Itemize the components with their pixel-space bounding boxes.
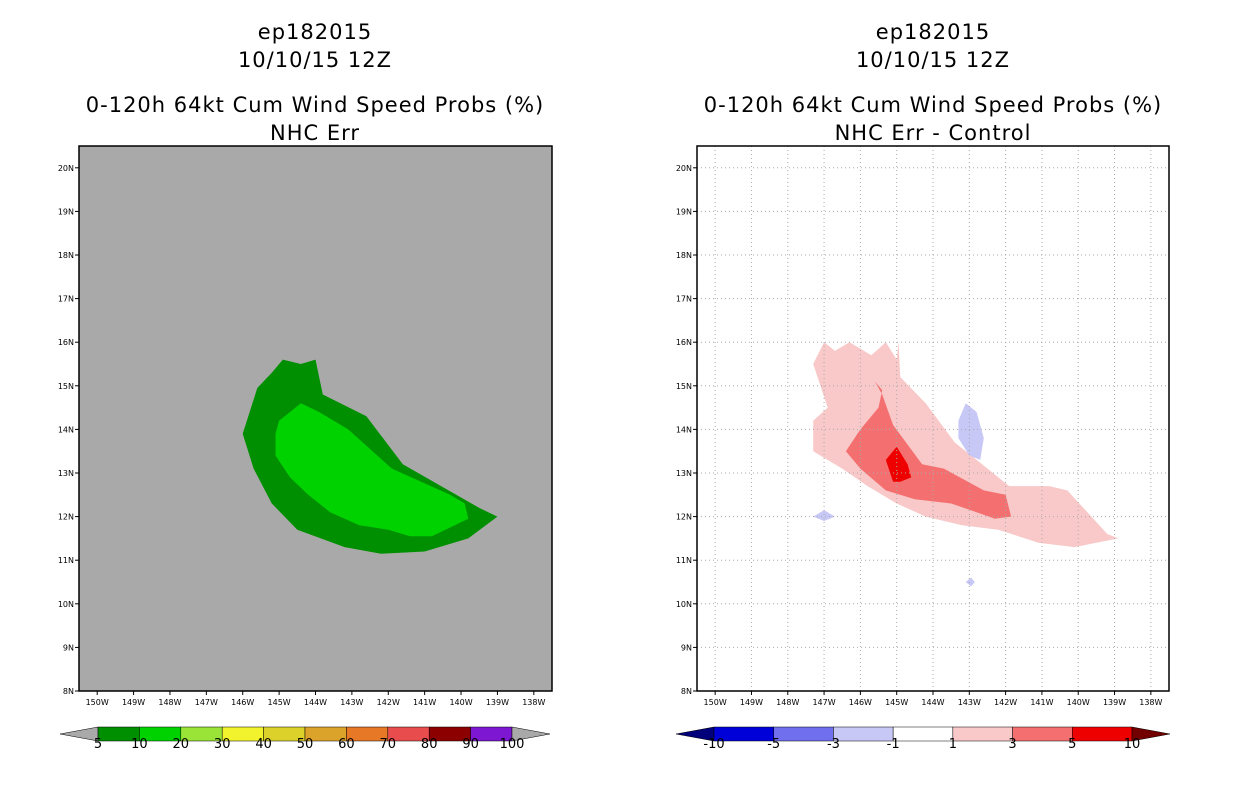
contour-region-10-20 <box>275 403 469 537</box>
x-tick-label: 141W <box>413 698 436 707</box>
colorbar-label: 5 <box>1068 737 1076 752</box>
y-tick-label: 8N <box>63 687 74 696</box>
x-tick-label: 138W <box>1139 698 1162 707</box>
x-tick-label: 139W <box>1103 698 1126 707</box>
map-panel-2: 150W 149W 148W 147W 146W 145W 144W 143W 142W 141W… <box>675 145 1171 752</box>
y-tick-label: 13N <box>58 469 74 478</box>
x-tick-label: 144W <box>921 698 944 707</box>
x-tick-label: 142W <box>377 698 400 707</box>
y-tick-label: 12N <box>676 513 692 522</box>
x-tick-label: 150W <box>86 698 109 707</box>
left-datetime: 10/10/15 12Z <box>237 48 393 72</box>
y-tick-label: 14N <box>676 425 692 434</box>
colorbar-label: 10 <box>131 737 148 752</box>
colorbar-label: 30 <box>214 737 231 752</box>
x-tick-label: 139W <box>486 698 509 707</box>
x-tick-label: 148W <box>776 698 799 707</box>
left-storm-id: ep182015 <box>257 20 373 44</box>
right-title: 0-120h 64kt Cum Wind Speed Probs (%) <box>703 93 1163 117</box>
colorbar-label: 20 <box>173 737 190 752</box>
colorbar-swatch <box>773 726 834 742</box>
colorbar-label: -10 <box>703 737 724 752</box>
y-tick-label: 17N <box>676 295 692 304</box>
colorbar-swatch <box>892 726 954 742</box>
x-tick-label: 148W <box>158 698 181 707</box>
colorbar-over-arrow <box>511 726 551 742</box>
x-tick-label: 145W <box>268 698 291 707</box>
colorbar-label: 5 <box>94 737 102 752</box>
y-tick-label: 18N <box>58 251 74 260</box>
y-tick-label: 16N <box>676 338 692 347</box>
y-tick-label: 13N <box>676 469 692 478</box>
y-tick-label: 11N <box>58 556 74 565</box>
contour-region--3--1 <box>958 403 984 460</box>
colorbar-label: 1 <box>949 737 957 752</box>
right-storm-id: ep182015 <box>875 20 991 44</box>
colorbar-label: 60 <box>338 737 355 752</box>
y-tick-label: 20N <box>676 164 692 173</box>
left-subtitle: NHC Err <box>269 121 360 145</box>
y-tick-label: 8N <box>681 687 692 696</box>
y-tick-label: 9N <box>681 643 692 652</box>
colorbar-label: -3 <box>827 737 840 752</box>
y-tick-label: 14N <box>58 425 74 434</box>
colorbar-label: 70 <box>380 737 397 752</box>
colorbar-over-arrow <box>1131 726 1171 742</box>
colorbar-label: 80 <box>421 737 438 752</box>
left-title: 0-120h 64kt Cum Wind Speed Probs (%) <box>85 93 545 117</box>
x-tick-label: 140W <box>449 698 472 707</box>
x-tick-label: 138W <box>522 698 545 707</box>
x-tick-label: 143W <box>340 698 363 707</box>
x-tick-label: 140W <box>1067 698 1090 707</box>
colorbar-swatch <box>1012 726 1073 742</box>
contour-region-5-10 <box>885 446 912 482</box>
y-tick-label: 18N <box>676 251 692 260</box>
x-tick-label: 147W <box>812 698 835 707</box>
colorbar-swatch <box>833 726 894 742</box>
colorbar-label: 50 <box>297 737 314 752</box>
x-tick-label: 145W <box>885 698 908 707</box>
y-tick-label: 15N <box>58 382 74 391</box>
colorbar: 5 10 20 30 40 50 60 70 80 90 100 <box>59 726 551 752</box>
y-tick-label: 10N <box>676 600 692 609</box>
y-tick-label: 17N <box>58 295 74 304</box>
x-tick-label: 146W <box>849 698 872 707</box>
y-tick-label: 9N <box>63 643 74 652</box>
x-tick-label: 147W <box>195 698 218 707</box>
map-panel-1: 150W 149W 148W 147W 146W 145W 144W 143W 142W 141W… <box>58 145 553 752</box>
y-tick-label: 16N <box>58 338 74 347</box>
x-tick-label: 144W <box>304 698 327 707</box>
x-tick-label: 150W <box>704 698 727 707</box>
contour-region-1-3 <box>813 342 1119 548</box>
x-tick-label: 146W <box>231 698 254 707</box>
colorbar-swatch <box>952 726 1013 742</box>
contour-region--3--1 <box>813 510 835 521</box>
contour-region--3--1 <box>965 577 975 587</box>
y-tick-label: 12N <box>58 513 74 522</box>
x-tick-label: 141W <box>1030 698 1053 707</box>
x-tick-label: 149W <box>122 698 145 707</box>
colorbar-label: -1 <box>887 737 900 752</box>
right-subtitle: NHC Err - Control <box>834 121 1032 145</box>
y-tick-label: 20N <box>58 164 74 173</box>
y-tick-label: 10N <box>58 600 74 609</box>
colorbar-label: -5 <box>767 737 780 752</box>
colorbar: -10 -5 -3 -1 1 3 5 10 <box>675 726 1171 752</box>
colorbar-label: 90 <box>462 737 479 752</box>
colorbar-under-arrow <box>59 726 99 742</box>
x-tick-label: 149W <box>740 698 763 707</box>
y-tick-label: 19N <box>58 207 74 216</box>
y-tick-label: 15N <box>676 382 692 391</box>
colorbar-label: 3 <box>1008 737 1016 752</box>
right-datetime: 10/10/15 12Z <box>855 48 1011 72</box>
x-tick-label: 142W <box>994 698 1017 707</box>
x-tick-label: 143W <box>958 698 981 707</box>
colorbar-label: 100 <box>500 737 525 752</box>
colorbar-label: 40 <box>255 737 272 752</box>
y-tick-label: 11N <box>676 556 692 565</box>
y-tick-label: 19N <box>676 207 692 216</box>
contour-region-3-5 <box>845 381 1012 519</box>
colorbar-label: 10 <box>1124 737 1141 752</box>
